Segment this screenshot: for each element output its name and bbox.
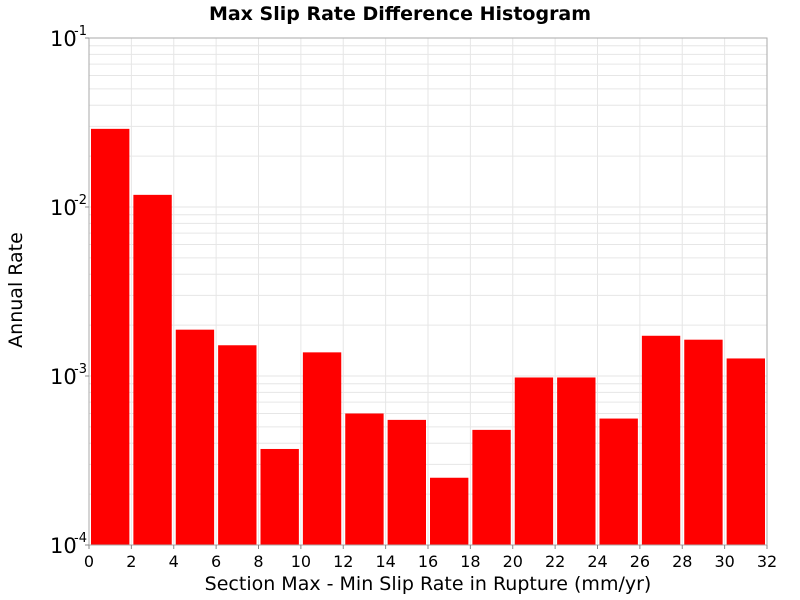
histogram-bar xyxy=(133,194,172,546)
x-axis-label: Section Max - Min Slip Rate in Rupture (… xyxy=(205,573,652,595)
y-tick-label: 10-2 xyxy=(50,193,87,220)
x-tick-label: 20 xyxy=(503,552,523,571)
histogram-bar xyxy=(91,128,130,545)
y-tick-base: 10 xyxy=(50,196,77,220)
x-tick-label: 30 xyxy=(714,552,734,571)
x-tick-label: 32 xyxy=(757,552,777,571)
histogram-bar xyxy=(260,448,299,545)
histogram-bar xyxy=(387,419,426,545)
histogram-bar xyxy=(684,339,723,545)
histogram-bar xyxy=(557,377,596,545)
y-tick-base: 10 xyxy=(50,534,77,558)
y-tick-exponent: -1 xyxy=(74,24,87,39)
histogram-bar xyxy=(218,345,257,545)
y-axis-ticks: 10-410-310-210-1 xyxy=(50,24,89,558)
y-tick-label: 10-3 xyxy=(50,362,87,389)
y-tick-base: 10 xyxy=(50,27,77,51)
x-tick-label: 14 xyxy=(375,552,395,571)
y-tick-exponent: -3 xyxy=(74,362,87,377)
x-tick-label: 10 xyxy=(291,552,311,571)
histogram-bar xyxy=(726,358,765,545)
x-tick-label: 24 xyxy=(587,552,607,571)
histogram-bar xyxy=(641,335,681,545)
bars xyxy=(91,128,765,546)
x-tick-label: 28 xyxy=(672,552,692,571)
x-tick-label: 8 xyxy=(253,552,263,571)
histogram-bar xyxy=(175,329,215,545)
x-tick-label: 22 xyxy=(545,552,565,571)
x-tick-label: 2 xyxy=(126,552,136,571)
histogram-bar xyxy=(302,352,342,545)
y-tick-label: 10-4 xyxy=(50,531,87,558)
histogram-bar xyxy=(472,429,511,545)
histogram-bar xyxy=(514,377,554,545)
x-tick-label: 18 xyxy=(460,552,480,571)
x-tick-label: 26 xyxy=(630,552,650,571)
histogram-bar xyxy=(599,418,638,545)
histogram-bar xyxy=(430,477,469,545)
y-axis-label: Annual Rate xyxy=(5,232,27,348)
y-tick-exponent: -2 xyxy=(74,193,87,208)
x-tick-label: 4 xyxy=(169,552,179,571)
histogram-bar xyxy=(345,413,384,545)
x-tick-label: 16 xyxy=(418,552,438,571)
x-tick-label: 6 xyxy=(211,552,221,571)
y-tick-exponent: -4 xyxy=(74,531,87,546)
y-tick-label: 10-1 xyxy=(50,24,87,51)
chart-title: Max Slip Rate Difference Histogram xyxy=(209,3,591,25)
x-tick-label: 0 xyxy=(84,552,94,571)
y-tick-base: 10 xyxy=(50,365,77,389)
x-axis-ticks: 0 2 4 6 8 10 12 14 16 18 20 22 24 26 28 30 32 xyxy=(84,545,777,571)
x-tick-label: 12 xyxy=(333,552,353,571)
